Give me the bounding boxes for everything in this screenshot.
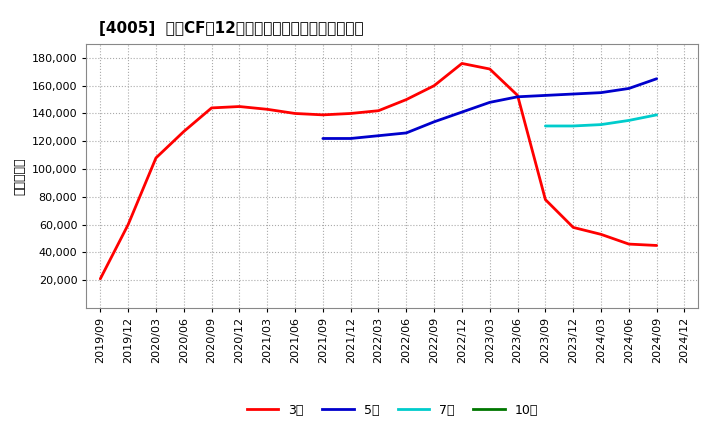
5年 <box>485 100 494 105</box>
5年 <box>430 119 438 125</box>
3年 <box>624 242 633 247</box>
7年 <box>597 122 606 127</box>
3年 <box>513 93 522 98</box>
5年 <box>597 90 606 95</box>
3年 <box>458 61 467 66</box>
Line: 5年: 5年 <box>323 79 657 139</box>
5年 <box>346 136 355 141</box>
3年 <box>263 106 271 112</box>
Line: 7年: 7年 <box>546 115 657 126</box>
3年 <box>430 83 438 88</box>
3年 <box>96 276 104 282</box>
Text: [4005]  投資CFの12か月移動合計の標準偏差の推移: [4005] 投資CFの12か月移動合計の標準偏差の推移 <box>99 21 364 36</box>
5年 <box>652 76 661 81</box>
3年 <box>291 111 300 116</box>
5年 <box>374 133 383 138</box>
5年 <box>458 110 467 115</box>
3年 <box>179 129 188 134</box>
3年 <box>485 66 494 72</box>
3年 <box>235 104 243 109</box>
5年 <box>624 86 633 91</box>
5年 <box>569 92 577 97</box>
7年 <box>624 118 633 123</box>
3年 <box>318 112 327 117</box>
Legend: 3年, 5年, 7年, 10年: 3年, 5年, 7年, 10年 <box>242 399 543 422</box>
3年 <box>374 108 383 114</box>
3年 <box>541 197 550 202</box>
7年 <box>541 123 550 128</box>
7年 <box>652 112 661 117</box>
5年 <box>513 94 522 99</box>
5年 <box>318 136 327 141</box>
7年 <box>569 123 577 128</box>
Y-axis label: （百万円）: （百万円） <box>13 157 26 195</box>
5年 <box>402 130 410 136</box>
3年 <box>346 111 355 116</box>
3年 <box>597 232 606 237</box>
3年 <box>402 97 410 102</box>
5年 <box>541 93 550 98</box>
3年 <box>569 225 577 230</box>
3年 <box>207 105 216 110</box>
Line: 3年: 3年 <box>100 63 657 279</box>
3年 <box>124 222 132 227</box>
3年 <box>652 243 661 248</box>
3年 <box>152 155 161 161</box>
